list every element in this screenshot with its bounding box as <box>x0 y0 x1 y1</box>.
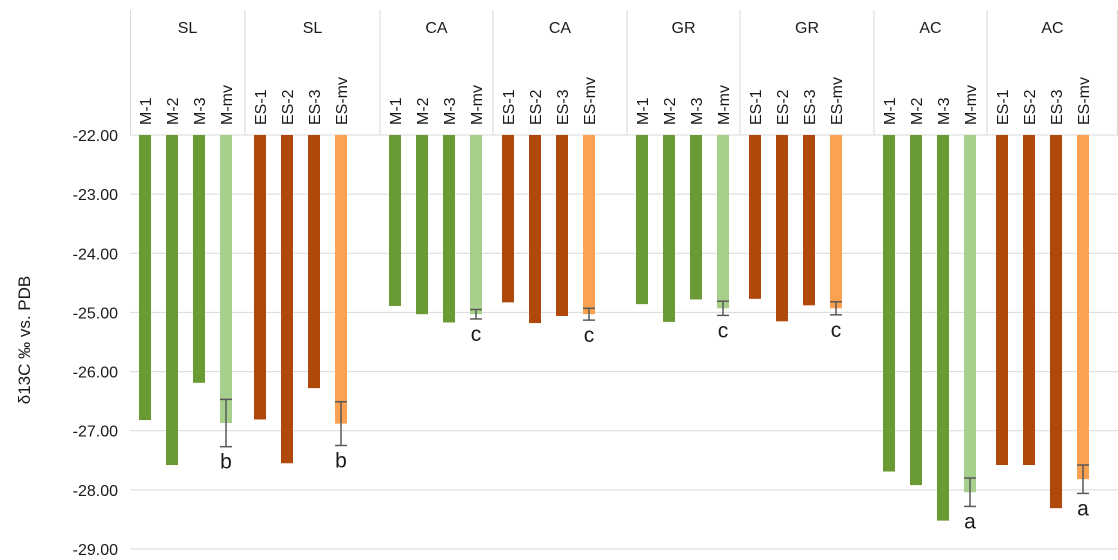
bar <box>389 135 401 306</box>
category-label: M-1 <box>388 97 405 125</box>
gridlines <box>130 10 1118 550</box>
bar <box>776 135 788 322</box>
category-label: M-1 <box>138 97 155 125</box>
bar <box>663 135 675 322</box>
labels: -22.00 -23.00 -24.00 -25.00 -26.00 -27.00 -28.… <box>73 128 1090 559</box>
y-tick-label: -29.00 <box>73 542 118 559</box>
category-label: M-2 <box>662 97 679 125</box>
category-label: ES-mv <box>1076 77 1093 125</box>
y-tick-label: -27.00 <box>73 424 118 441</box>
category-label: M-mv <box>219 85 236 125</box>
bar <box>416 135 428 315</box>
bar <box>803 135 815 306</box>
y-tick-label: -28.00 <box>73 483 118 500</box>
bar <box>636 135 648 305</box>
category-label: ES-1 <box>501 89 518 125</box>
bar <box>583 135 595 315</box>
category-label: ES-2 <box>1022 89 1039 125</box>
category-label: ES-1 <box>748 89 765 125</box>
category-label: M-2 <box>909 97 926 125</box>
category-label: ES-2 <box>280 89 297 125</box>
category-label: M-1 <box>882 97 899 125</box>
y-tick-label: -26.00 <box>73 365 118 382</box>
category-label: ES-2 <box>528 89 545 125</box>
bar <box>166 135 178 466</box>
group-label: GR <box>672 20 696 37</box>
bar <box>470 135 482 315</box>
group-label: SL <box>303 20 323 37</box>
category-label: M-3 <box>689 97 706 125</box>
group-label: GR <box>795 20 819 37</box>
y-tick-label: -25.00 <box>73 305 118 322</box>
bar <box>220 135 232 424</box>
category-label: M-1 <box>635 97 652 125</box>
category-label: ES-mv <box>582 77 599 125</box>
bar <box>529 135 541 324</box>
y-tick-label: -24.00 <box>73 246 118 263</box>
category-label: ES-3 <box>555 89 572 125</box>
bar <box>996 135 1008 466</box>
category-label: M-3 <box>936 97 953 125</box>
bar <box>1050 135 1062 509</box>
group-label: CA <box>425 20 448 37</box>
bar <box>964 135 976 493</box>
category-label: M-mv <box>469 85 486 125</box>
bar <box>1023 135 1035 466</box>
bar <box>139 135 151 421</box>
bar <box>690 135 702 300</box>
bar <box>443 135 455 323</box>
category-label: ES-2 <box>775 89 792 125</box>
group-label: AC <box>919 20 941 37</box>
significance-letter: c <box>831 319 842 342</box>
bars <box>139 135 1089 521</box>
y-axis-label: δ13C ‰ vs. PDB <box>15 276 34 405</box>
bar <box>749 135 761 299</box>
significance-letter: a <box>1077 497 1089 520</box>
category-label: M-2 <box>165 97 182 125</box>
significance-letter: c <box>471 323 482 346</box>
category-label: M-mv <box>716 85 733 125</box>
category-label: M-3 <box>192 97 209 125</box>
significance-letter: c <box>718 319 729 342</box>
category-label: ES-1 <box>995 89 1012 125</box>
bar <box>717 135 729 309</box>
bar <box>556 135 568 316</box>
category-label: ES-mv <box>829 77 846 125</box>
bar <box>830 135 842 309</box>
group-label: AC <box>1041 20 1063 37</box>
bar <box>254 135 266 420</box>
significance-letter: b <box>220 451 232 474</box>
category-label: ES-3 <box>307 89 324 125</box>
bar <box>335 135 347 424</box>
bar <box>883 135 895 472</box>
bar <box>1077 135 1089 480</box>
category-label: M-mv <box>963 85 980 125</box>
category-label: ES-3 <box>1049 89 1066 125</box>
group-label: SL <box>178 20 198 37</box>
significance-letter: a <box>964 510 976 533</box>
category-label: ES-mv <box>334 77 351 125</box>
bar <box>193 135 205 383</box>
bar <box>281 135 293 464</box>
y-tick-label: -22.00 <box>73 128 118 145</box>
category-label: M-3 <box>442 97 459 125</box>
category-label: M-2 <box>415 97 432 125</box>
significance-letter: b <box>335 450 347 473</box>
error-bars <box>220 300 1089 508</box>
bar <box>308 135 320 389</box>
category-label: ES-3 <box>802 89 819 125</box>
y-tick-label: -23.00 <box>73 187 118 204</box>
category-label: ES-1 <box>253 89 270 125</box>
bar <box>937 135 949 521</box>
bar <box>502 135 514 303</box>
significance-letter: c <box>584 324 595 347</box>
group-label: CA <box>549 20 572 37</box>
bar <box>910 135 922 486</box>
group-header: SL M-1 M-2 M-3 M-mv SL ES-1 ES-2 ES-3 ES-mv CA M-1 M… <box>138 20 1093 125</box>
